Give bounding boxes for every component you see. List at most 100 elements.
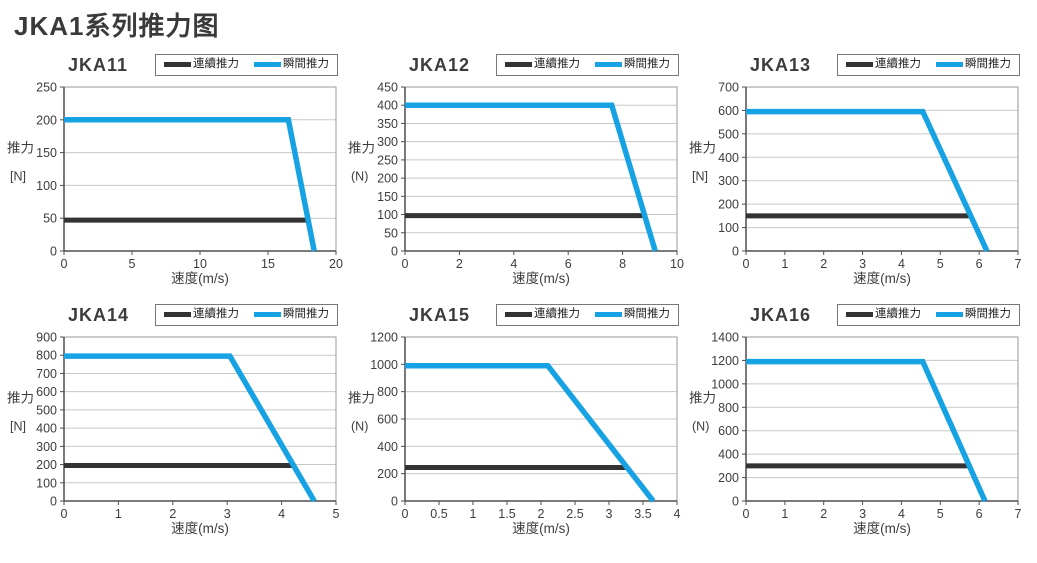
x-tick-label: 0 xyxy=(61,507,68,521)
y-tick-label: 1200 xyxy=(711,354,739,368)
x-tick-label: 4 xyxy=(674,507,681,521)
x-tick-label: 20 xyxy=(329,257,343,271)
x-tick-label: 1 xyxy=(781,257,788,271)
y-tick-label: 800 xyxy=(36,349,57,363)
charts-grid: JKA11 連續推力 瞬間推力 0 5 10 15 20 0 50 100 150 200 250 推力 [N… xyxy=(6,54,1029,554)
x-axis-label: 速度(m/s) xyxy=(171,521,229,536)
legend-item-instant: 瞬間推力 xyxy=(254,58,329,71)
x-tick-label: 6 xyxy=(565,257,572,271)
legend-label-instant: 瞬間推力 xyxy=(624,308,670,320)
y-tick-label: 800 xyxy=(377,385,398,399)
x-axis-label: 速度(m/s) xyxy=(512,271,570,286)
chart-header-jka11: JKA11 連續推力 瞬間推力 xyxy=(6,54,347,80)
x-tick-label: 6 xyxy=(976,257,983,271)
legend-label-instant: 瞬間推力 xyxy=(283,58,329,70)
legend-item-continuous: 連續推力 xyxy=(505,58,580,71)
y-tick-label: 400 xyxy=(377,99,398,113)
page-title: JKA1系列推力图 xyxy=(14,11,220,41)
x-tick-label: 5 xyxy=(937,257,944,271)
legend-label-instant: 瞬間推力 xyxy=(965,308,1011,320)
jka11-instant-line xyxy=(64,117,317,252)
chart-card-jka11: JKA11 連續推力 瞬間推力 0 5 10 15 20 0 50 100 150 200 250 推力 [N… xyxy=(6,54,347,304)
legend-label-continuous: 連續推力 xyxy=(875,308,921,320)
x-tick-label: 5 xyxy=(937,507,944,521)
y-axis-unit: (N) xyxy=(692,419,709,433)
y-tick-label: 600 xyxy=(718,104,739,118)
chart-legend-jka13: 連續推力 瞬間推力 xyxy=(837,54,1020,76)
y-tick-label: 300 xyxy=(718,174,739,188)
legend-label-instant: 瞬間推力 xyxy=(624,58,670,70)
y-tick-label: 50 xyxy=(43,212,57,226)
y-tick-label: 200 xyxy=(377,467,398,481)
y-tick-label: 400 xyxy=(377,440,398,454)
y-tick-label: 200 xyxy=(718,198,739,212)
x-tick-label: 2 xyxy=(820,257,827,271)
x-tick-label: 1.5 xyxy=(498,507,515,521)
legend-item-instant: 瞬間推力 xyxy=(595,58,670,71)
chart-legend-jka11: 連續推力 瞬間推力 xyxy=(155,54,338,76)
x-tick-label: 3.5 xyxy=(634,507,651,521)
chart-card-jka15: JKA15 連續推力 瞬間推力 0 0.5 1 1.5 2 2.5 3 3.5 4 0 200 400 600… xyxy=(347,304,688,554)
y-tick-label: 100 xyxy=(718,221,739,235)
y-axis-label: 推力 xyxy=(689,141,716,156)
y-tick-label: 500 xyxy=(36,403,57,417)
legend-item-instant: 瞬間推力 xyxy=(254,308,329,321)
x-tick-label: 3 xyxy=(606,507,613,521)
chart-title-jka11: JKA11 xyxy=(68,55,129,75)
continuous-swatch-icon xyxy=(505,62,532,68)
x-tick-label: 0 xyxy=(402,257,409,271)
chart-card-jka13: JKA13 連續推力 瞬間推力 0 1 2 3 4 5 6 7 0 100 200 300 400 500 600… xyxy=(688,54,1029,304)
y-tick-label: 500 xyxy=(718,127,739,141)
x-tick-label: 8 xyxy=(619,257,626,271)
x-tick-label: 3 xyxy=(859,507,866,521)
y-tick-label: 100 xyxy=(377,208,398,222)
y-axis-unit: [N] xyxy=(10,169,26,183)
chart-title-jka12: JKA12 xyxy=(409,55,471,75)
legend-item-instant: 瞬間推力 xyxy=(936,308,1011,321)
x-tick-label: 2.5 xyxy=(566,507,583,521)
chart-legend-jka12: 連續推力 瞬間推力 xyxy=(496,54,679,76)
x-tick-label: 1 xyxy=(470,507,477,521)
chart-card-jka16: JKA16 連續推力 瞬間推力 0 1 2 3 4 5 6 7 0 200 400 600 800 1000 12… xyxy=(688,304,1029,554)
plot-border xyxy=(404,86,678,252)
x-tick-label: 10 xyxy=(670,257,684,271)
instant-swatch-icon xyxy=(254,62,281,68)
y-tick-label: 300 xyxy=(36,440,57,454)
y-tick-label: 900 xyxy=(36,331,57,345)
chart-plot-jka13: 0 1 2 3 4 5 6 7 0 100 200 300 400 500 600 700 推力 [N] 速度(m/… xyxy=(689,81,1022,286)
x-tick-label: 15 xyxy=(261,257,275,271)
jka15-instant-line xyxy=(405,362,656,503)
legend-label-instant: 瞬間推力 xyxy=(965,58,1011,70)
chart-title-jka15: JKA15 xyxy=(409,305,471,325)
y-tick-label: 150 xyxy=(36,146,57,160)
y-tick-label: 700 xyxy=(36,367,57,381)
continuous-swatch-icon xyxy=(164,312,191,318)
chart-legend-jka16: 連續推力 瞬間推力 xyxy=(837,304,1020,326)
x-tick-label: 2 xyxy=(456,257,463,271)
x-axis-label: 速度(m/s) xyxy=(512,521,570,536)
legend-item-continuous: 連續推力 xyxy=(164,58,239,71)
y-tick-label: 800 xyxy=(718,401,739,415)
chart-header-jka14: JKA14 連續推力 瞬間推力 xyxy=(6,304,347,330)
chart-card-jka12: JKA12 連續推力 瞬間推力 0 2 4 6 8 10 0 50 100 150 200 250 300 35… xyxy=(347,54,688,304)
x-tick-label: 7 xyxy=(1015,257,1022,271)
y-tick-label: 0 xyxy=(50,245,57,259)
y-tick-label: 100 xyxy=(36,476,57,490)
legend-label-continuous: 連續推力 xyxy=(875,58,921,70)
y-axis-label: 推力 xyxy=(7,391,34,406)
chart-header-jka13: JKA13 連續推力 瞬間推力 xyxy=(688,54,1029,80)
y-tick-label: 150 xyxy=(377,190,398,204)
x-tick-label: 6 xyxy=(976,507,983,521)
x-tick-label: 4 xyxy=(898,507,905,521)
continuous-swatch-icon xyxy=(164,62,191,68)
y-tick-label: 400 xyxy=(718,151,739,165)
y-tick-label: 50 xyxy=(384,226,398,240)
y-axis-unit: (N) xyxy=(351,169,368,183)
x-tick-label: 3 xyxy=(224,507,231,521)
y-tick-label: 450 xyxy=(377,81,398,95)
legend-label-continuous: 連續推力 xyxy=(534,308,580,320)
jka12-instant-line xyxy=(405,102,658,252)
legend-label-instant: 瞬間推力 xyxy=(283,308,329,320)
